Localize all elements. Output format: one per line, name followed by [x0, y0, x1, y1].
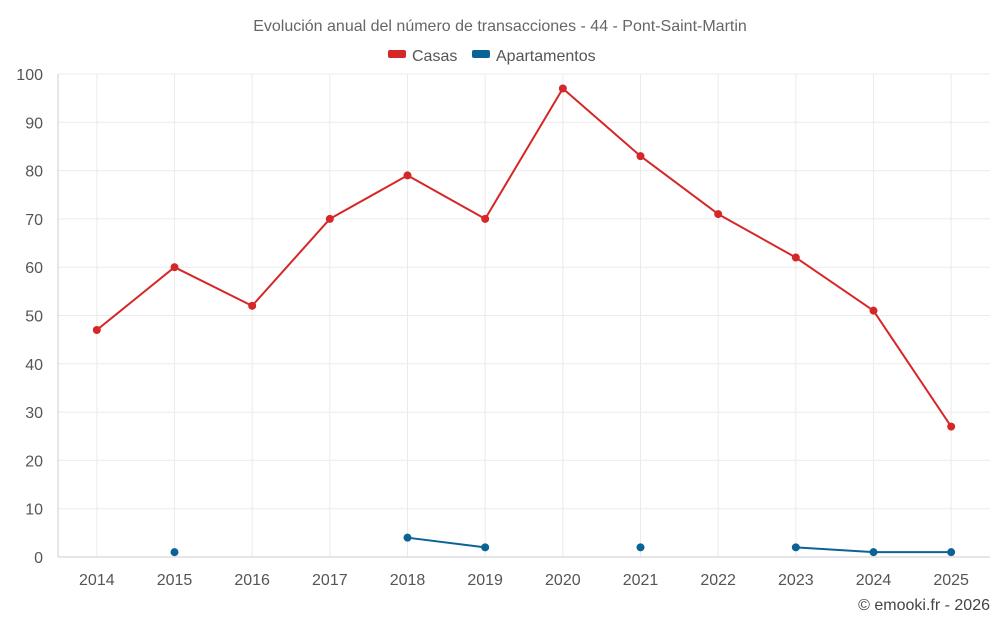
legend: Casas Apartamentos: [388, 48, 596, 65]
data-point-apartamentos-2023[interactable]: [791, 543, 800, 552]
legend-item-apartamentos[interactable]: Apartamentos: [472, 48, 596, 65]
data-point-casas-2015[interactable]: [170, 263, 179, 272]
data-point-casas-2014[interactable]: [92, 325, 101, 334]
credit-text: © emooki.fr - 2026: [858, 597, 990, 614]
y-axis-labels: 0 10 20 30 40 50 60 70 80 90 100: [16, 67, 43, 567]
y-tick-label: 50: [25, 309, 43, 326]
series-casas: [92, 84, 956, 431]
data-point-apartamentos-2021[interactable]: [636, 543, 645, 552]
data-point-casas-2020[interactable]: [558, 84, 567, 93]
legend-swatch-apartamentos: [472, 50, 490, 58]
data-point-apartamentos-2019[interactable]: [481, 543, 490, 552]
y-tick-label: 70: [25, 212, 43, 229]
x-tick-label: 2023: [778, 572, 814, 589]
data-point-casas-2021[interactable]: [636, 152, 645, 161]
data-point-casas-2025[interactable]: [947, 422, 956, 431]
series: [92, 84, 956, 557]
data-point-casas-2017[interactable]: [325, 214, 334, 223]
x-tick-label: 2017: [312, 572, 348, 589]
data-point-casas-2023[interactable]: [791, 253, 800, 262]
data-point-apartamentos-2025[interactable]: [947, 548, 956, 557]
data-point-casas-2019[interactable]: [481, 214, 490, 223]
grid: [58, 73, 990, 557]
y-tick-label: 0: [34, 550, 43, 567]
x-tick-label: 2015: [157, 572, 193, 589]
series-line-apartamentos: [407, 536, 486, 549]
data-point-apartamentos-2015[interactable]: [170, 548, 179, 557]
legend-item-casas[interactable]: Casas: [388, 48, 457, 65]
y-tick-label: 90: [25, 115, 43, 132]
x-tick-label: 2016: [234, 572, 270, 589]
data-point-apartamentos-2024[interactable]: [869, 548, 878, 557]
y-tick-label: 60: [25, 260, 43, 277]
data-point-casas-2024[interactable]: [869, 306, 878, 315]
chart-title: Evolución anual del número de transaccio…: [253, 18, 747, 35]
axes: [57, 74, 990, 558]
series-apartamentos: [170, 533, 956, 557]
legend-label-casas: Casas: [412, 48, 457, 65]
series-line-casas: [96, 87, 952, 428]
data-point-apartamentos-2018[interactable]: [403, 533, 412, 542]
y-tick-label: 100: [16, 67, 43, 84]
legend-label-apartamentos: Apartamentos: [496, 48, 596, 65]
x-tick-label: 2025: [933, 572, 969, 589]
y-tick-label: 80: [25, 164, 43, 181]
y-tick-label: 30: [25, 405, 43, 422]
data-point-casas-2016[interactable]: [248, 301, 257, 310]
data-point-casas-2022[interactable]: [714, 210, 723, 219]
x-tick-label: 2021: [623, 572, 659, 589]
x-tick-label: 2014: [79, 572, 115, 589]
data-point-casas-2018[interactable]: [403, 171, 412, 180]
x-tick-label: 2020: [545, 572, 581, 589]
x-axis-labels: 2014 2015 2016 2017 2018 2019 2020 2021 2022 2023…: [79, 572, 969, 589]
x-tick-label: 2022: [700, 572, 736, 589]
y-tick-label: 10: [25, 502, 43, 519]
y-tick-label: 20: [25, 453, 43, 470]
x-tick-label: 2024: [856, 572, 892, 589]
y-tick-label: 40: [25, 357, 43, 374]
x-tick-label: 2018: [390, 572, 426, 589]
x-tick-label: 2019: [467, 572, 503, 589]
legend-swatch-casas: [388, 50, 406, 58]
